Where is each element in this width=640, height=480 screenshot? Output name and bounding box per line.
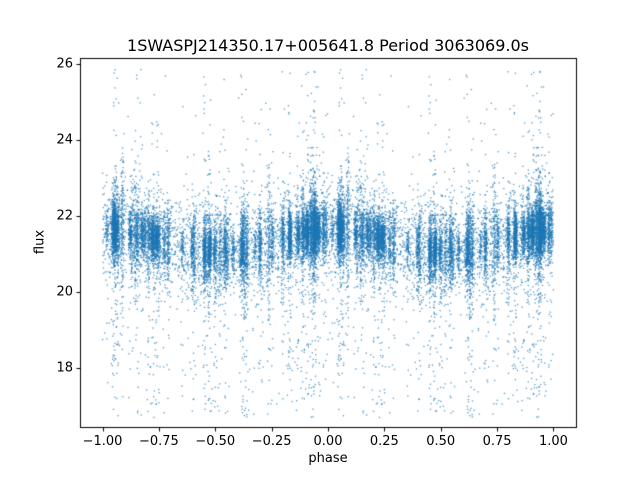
x-tick-label: 0.75 xyxy=(482,434,512,449)
x-tick-label: 0.25 xyxy=(369,434,399,449)
x-tick-label: 0.00 xyxy=(313,434,343,449)
x-tick-label: −1.00 xyxy=(82,434,123,449)
x-tick-label: 0.50 xyxy=(426,434,456,449)
y-tick-label: 20 xyxy=(56,284,73,300)
x-tick-label: −0.50 xyxy=(195,434,236,449)
chart-title: 1SWASPJ214350.17+005641.8 Period 3063069… xyxy=(127,36,529,55)
y-tick-label: 18 xyxy=(56,360,73,376)
x-axis-label: phase xyxy=(308,451,348,466)
y-tick-label: 26 xyxy=(56,56,73,72)
y-axis-label: flux xyxy=(32,229,48,255)
x-tick-label: −0.75 xyxy=(138,434,179,449)
y-tick-label: 24 xyxy=(56,132,73,148)
x-tick-label: −0.25 xyxy=(251,434,292,449)
x-tick-label: 1.00 xyxy=(538,434,568,449)
y-tick-label: 22 xyxy=(56,208,73,224)
